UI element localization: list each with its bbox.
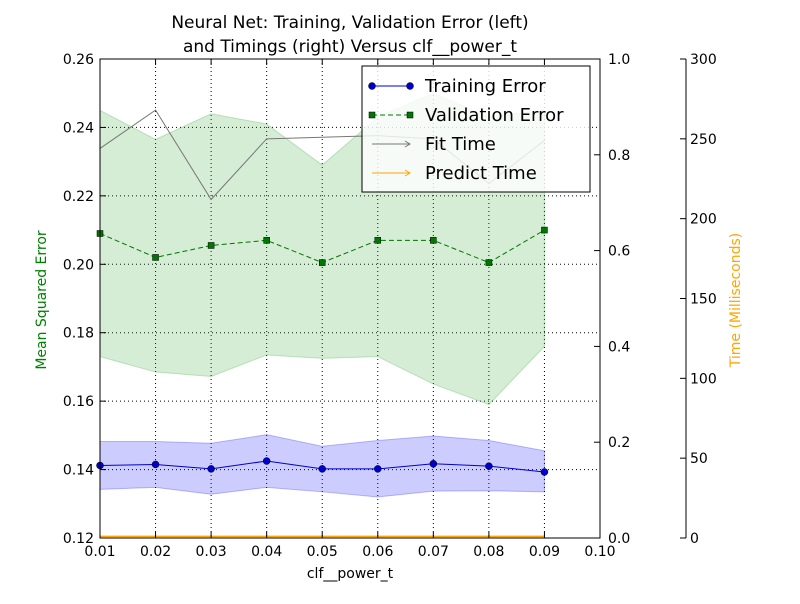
- x-tick-label: 0.03: [196, 544, 227, 560]
- training-error-point: [374, 465, 382, 473]
- legend-entries: Training Error Validation Error Fit Time Pr…: [368, 76, 564, 184]
- legend-fit-arrow: [404, 140, 411, 148]
- x-tick-label: 0.06: [362, 544, 393, 560]
- x-axis-ticks: 0.01 0.02 0.03 0.04 0.05 0.06 0.07 0.08 0.09 0.10: [84, 59, 616, 560]
- time-tick-label: 200: [690, 212, 717, 228]
- time-tick-label: 50: [690, 451, 708, 467]
- y-left-tick-label: 0.24: [63, 120, 94, 136]
- legend-predict-label: Predict Time: [425, 163, 537, 184]
- chart-title-line1: Neural Net: Training, Validation Error (…: [171, 13, 528, 33]
- validation-error-point: [374, 237, 382, 244]
- legend: Training Error Validation Error Fit Time Pr…: [361, 65, 591, 193]
- y-right-tick-label: 0.4: [608, 339, 630, 355]
- legend-training-marker: [406, 82, 414, 90]
- y-right-tick-label: 0.2: [608, 435, 630, 451]
- y-right-tick-label: 1.0: [608, 52, 630, 68]
- x-tick-label: 0.10: [584, 544, 615, 560]
- training-error-point: [318, 465, 326, 473]
- legend-box: [361, 65, 591, 193]
- time-tick-label: 100: [690, 371, 717, 387]
- legend-fit-label: Fit Time: [425, 134, 496, 155]
- legend-predict-arrow: [404, 169, 411, 177]
- y-left-tick-label: 0.22: [63, 189, 94, 205]
- time-tick-label: 0: [690, 531, 699, 547]
- x-tick-label: 0.07: [418, 544, 449, 560]
- validation-error-point: [541, 226, 548, 234]
- time-tick-label: 300: [690, 52, 717, 68]
- y-left-tick-label: 0.18: [63, 326, 94, 342]
- validation-error-point: [263, 237, 270, 244]
- chart-title-line2: and Timings (right) Versus clf__power_t: [183, 37, 517, 57]
- legend-training-marker: [368, 82, 376, 90]
- training-error-point: [540, 468, 549, 476]
- time-axis-label: Time (Milliseconds): [728, 233, 744, 369]
- legend-training-label: Training Error: [424, 76, 546, 97]
- time-tick-label: 250: [690, 132, 717, 148]
- time-axis-ticks: 0 50 100 150 200 250 300: [680, 52, 717, 547]
- validation-error-point: [207, 242, 215, 249]
- validation-error-point: [318, 259, 326, 266]
- plot-frame: [99, 58, 601, 539]
- y-left-tick-label: 0.16: [63, 394, 94, 410]
- x-tick-label: 0.04: [251, 544, 282, 560]
- x-tick-label: 0.01: [84, 544, 115, 560]
- validation-error-point: [430, 237, 437, 244]
- validation-error-point: [485, 259, 493, 266]
- y-right-tick-label: 0.0: [608, 531, 630, 547]
- validation-error-point: [152, 254, 159, 261]
- time-tick-label: 150: [690, 292, 717, 308]
- series-markers: [96, 226, 549, 476]
- legend-validation-marker: [368, 111, 376, 119]
- y-left-tick-label: 0.14: [63, 463, 94, 479]
- y-left-axis-ticks: 0.12 0.14 0.16 0.18 0.20 0.22 0.24 0.26: [63, 52, 106, 547]
- x-tick-label: 0.09: [529, 544, 560, 560]
- y-left-tick-label: 0.20: [63, 257, 94, 273]
- training-error-point: [429, 460, 438, 468]
- training-error-point: [151, 460, 160, 469]
- legend-validation-marker: [406, 111, 414, 119]
- y-left-axis-label: Mean Squared Error: [34, 230, 50, 370]
- x-axis-label: clf__power_t: [307, 566, 394, 582]
- y-right-tick-label: 0.6: [608, 244, 630, 260]
- y-left-tick-label: 0.26: [63, 52, 94, 68]
- training-error-point: [485, 462, 493, 470]
- y-right-axis-ticks: 0.0 0.2 0.4 0.6 0.8 1.0: [594, 52, 630, 547]
- y-left-tick-label: 0.12: [63, 531, 94, 547]
- training-error-point: [207, 465, 215, 473]
- x-tick-label: 0.05: [307, 544, 338, 560]
- training-error-point: [262, 457, 271, 465]
- x-tick-label: 0.08: [473, 544, 504, 560]
- x-tick-label: 0.02: [140, 544, 171, 560]
- legend-validation-label: Validation Error: [425, 105, 564, 126]
- y-right-tick-label: 0.8: [608, 148, 630, 164]
